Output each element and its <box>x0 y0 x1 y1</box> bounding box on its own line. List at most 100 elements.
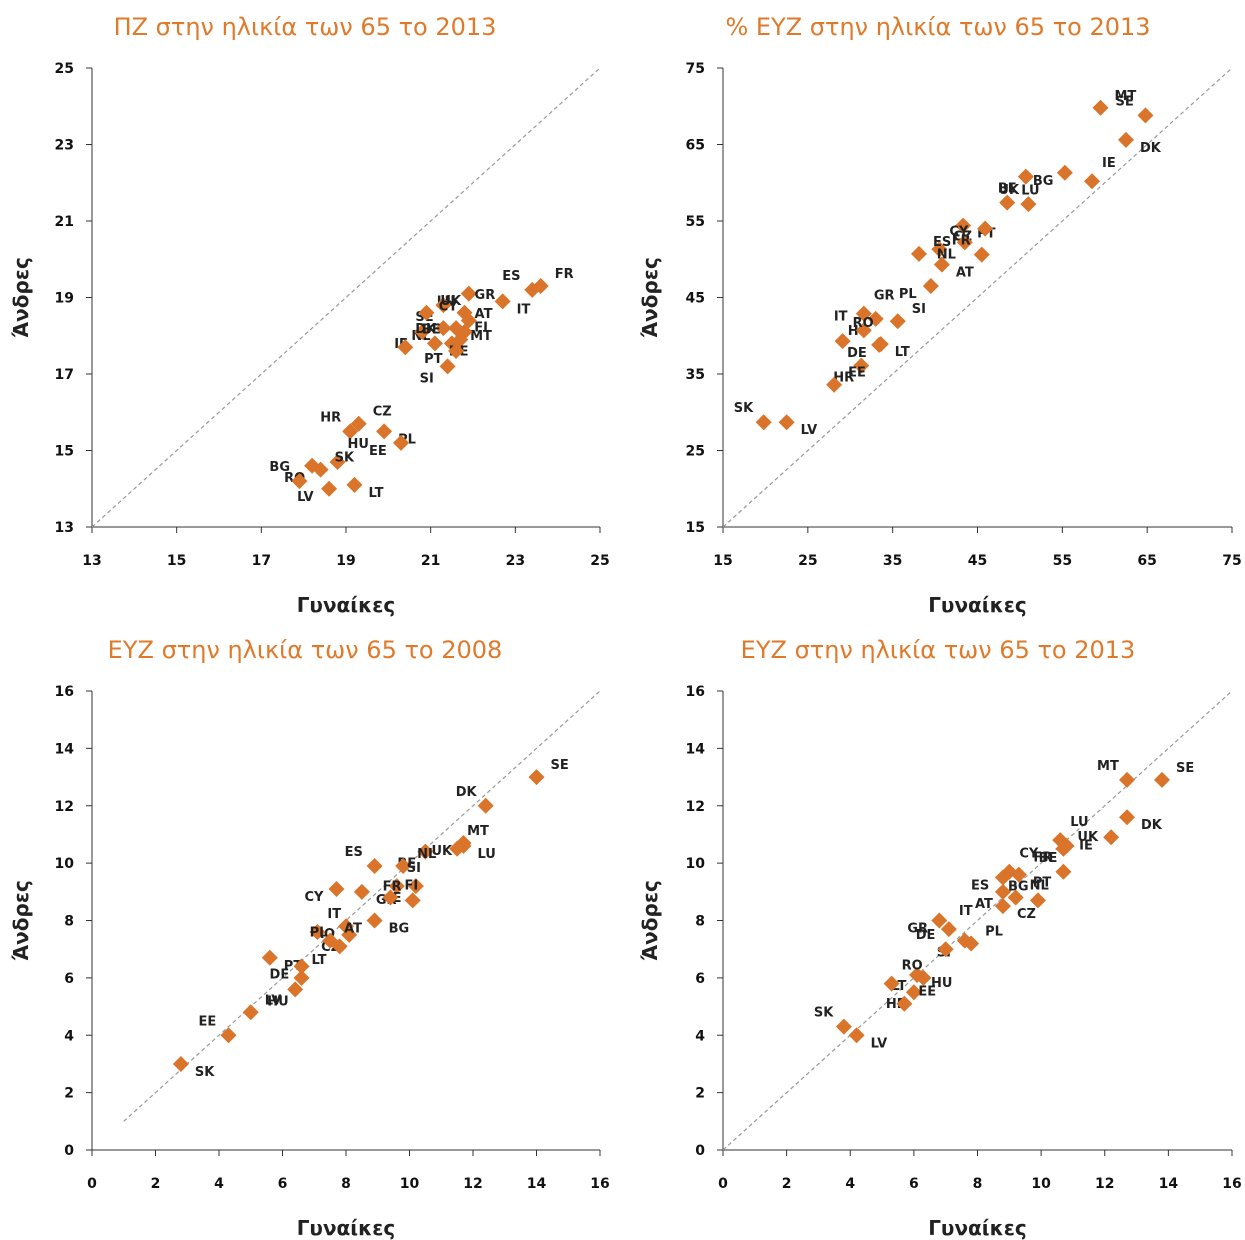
data-label-uk: UK <box>440 294 462 309</box>
y-tick-label: 6 <box>64 971 74 987</box>
data-point-de <box>937 941 954 958</box>
data-point-se <box>1154 771 1171 788</box>
data-label-cy: CY <box>439 299 459 314</box>
data-point-sk <box>172 1055 189 1072</box>
data-point-it <box>940 921 957 938</box>
data-label-si: SI <box>912 302 926 317</box>
data-label-hu: HU <box>931 976 952 991</box>
data-point-sk <box>835 1018 852 1035</box>
data-label-lv: LV <box>297 490 314 505</box>
data-point-lv <box>848 1027 865 1044</box>
data-label-lt: LT <box>312 953 327 968</box>
data-point-pl <box>963 935 980 952</box>
data-point-lv <box>778 414 795 431</box>
data-label-dk: DK <box>1141 818 1163 833</box>
data-label-fr: FR <box>383 879 402 894</box>
data-label-si: SI <box>407 861 421 876</box>
y-tick-label: 15 <box>55 444 74 460</box>
data-point-hu <box>867 310 884 327</box>
data-point-pt <box>448 343 465 360</box>
x-tick-label: 14 <box>527 1176 547 1192</box>
data-point-at <box>994 883 1011 900</box>
data-label-dk: DK <box>1140 141 1162 156</box>
data-point-bg <box>366 912 383 929</box>
data-point-ie <box>1103 829 1120 846</box>
data-label-fr: FR <box>555 267 574 282</box>
data-point-ee <box>826 376 843 393</box>
data-point-pl <box>331 938 348 955</box>
x-axis-title: Γυναίκες <box>928 593 1027 617</box>
data-label-ee: EE <box>918 985 936 1000</box>
x-tick-label: 65 <box>1137 553 1156 569</box>
data-label-uk: UK <box>1077 830 1099 845</box>
data-point-pt <box>261 949 278 966</box>
chart-2: % ΕΥΖ στην ηλικία των 65 το 2013 15 25 35 45… <box>638 13 1242 617</box>
data-label-at: AT <box>475 307 493 322</box>
data-point-mt <box>1092 99 1109 116</box>
data-point-uk <box>418 304 435 321</box>
data-label-cz: CZ <box>373 405 392 420</box>
x-tick-label: 0 <box>87 1176 97 1192</box>
data-point-lv <box>321 480 338 497</box>
data-point-mt <box>449 840 466 857</box>
y-tick-label: 65 <box>686 138 705 154</box>
x-tick-label: 21 <box>421 553 440 569</box>
data-label-se: SE <box>551 758 569 773</box>
data-label-mt: MT <box>1097 759 1119 774</box>
data-point-it <box>309 923 326 940</box>
data-point-hr <box>905 984 922 1001</box>
data-label-pl: PL <box>310 925 328 940</box>
chart-title: % ΕΥΖ στην ηλικία των 65 το 2013 <box>725 13 1150 41</box>
data-point-cz <box>977 220 994 237</box>
data-label-pt: PT <box>424 352 443 367</box>
y-tick-label: 8 <box>64 914 74 930</box>
reference-diagonal-line <box>123 690 601 1122</box>
y-tick-label: 21 <box>55 214 74 230</box>
data-point-dk <box>477 797 494 814</box>
data-point-uk <box>1055 840 1072 857</box>
y-tick-label: 14 <box>686 741 706 757</box>
data-label-dk: DK <box>415 322 437 337</box>
data-label-lv: LV <box>801 423 818 438</box>
data-label-es: ES <box>345 845 363 860</box>
data-point-ro <box>883 975 900 992</box>
data-point-si <box>388 878 405 895</box>
data-label-it: IT <box>834 309 848 324</box>
data-label-cz: CZ <box>1017 907 1036 922</box>
data-label-fi: FI <box>474 321 488 336</box>
data-label-hu: HU <box>348 437 369 452</box>
data-point-pt <box>955 217 972 234</box>
y-tick-label: 12 <box>686 799 705 815</box>
x-tick-label: 14 <box>1159 1176 1179 1192</box>
data-point-cz <box>994 898 1011 915</box>
data-point-se <box>528 769 545 786</box>
y-tick-label: 12 <box>55 799 74 815</box>
chart-4: ΕΥΖ στην ηλικία των 65 το 2013 0 2 4 6 8 10 12 1… <box>638 636 1242 1240</box>
data-label-de: DE <box>916 928 936 943</box>
y-tick-label: 2 <box>695 1086 705 1102</box>
data-point-nl <box>1007 889 1024 906</box>
data-label-cy: CY <box>304 890 324 905</box>
data-label-it: IT <box>517 302 531 317</box>
y-tick-label: 55 <box>686 214 705 230</box>
data-point-cz <box>341 926 358 943</box>
data-label-mt: MT <box>467 824 489 839</box>
y-tick-label: 13 <box>55 520 74 536</box>
data-label-pl: PL <box>899 287 917 302</box>
data-point-dk <box>1117 131 1134 148</box>
y-tick-label: 15 <box>686 520 705 536</box>
data-label-nl: NL <box>1030 879 1049 894</box>
data-point-fr <box>404 892 421 909</box>
x-tick-label: 23 <box>506 553 525 569</box>
y-tick-label: 14 <box>55 741 75 757</box>
data-label-es: ES <box>502 269 520 284</box>
y-tick-label: 75 <box>686 61 705 77</box>
x-tick-label: 12 <box>463 1176 482 1192</box>
x-axis-title: Γυναίκες <box>297 1216 396 1240</box>
data-point-nl <box>435 320 452 337</box>
chart-3: ΕΥΖ στην ηλικία των 65 το 2008 0 2 4 6 8 10 12 1… <box>9 636 610 1240</box>
data-point-ro <box>834 333 851 350</box>
data-point-ee <box>393 434 410 451</box>
data-point-cy <box>931 241 948 258</box>
data-point-pl <box>376 423 393 440</box>
